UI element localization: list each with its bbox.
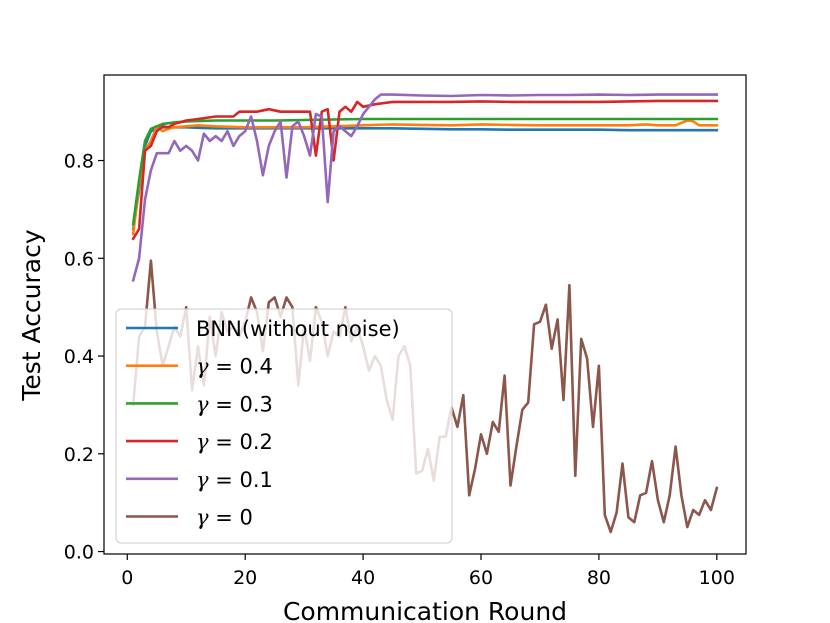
legend-label-0: BNN(without noise) xyxy=(196,317,400,341)
legend: BNN(without noise) γ = 0.4 γ = 0.3 γ = 0.2 γ… xyxy=(115,308,453,544)
legend-label-5: γ = 0 xyxy=(196,506,253,530)
legend-label-1: γ = 0.4 xyxy=(196,355,273,379)
legend-label-2: γ = 0.3 xyxy=(196,392,273,416)
legend-label-4: γ = 0.1 xyxy=(196,468,273,492)
y-tick-label: 0.0 xyxy=(64,542,94,564)
y-tick-label: 0.8 xyxy=(64,151,94,173)
y-axis: 0.0 0.2 0.4 0.6 0.8 xyxy=(64,151,104,564)
y-tick-label: 0.4 xyxy=(64,346,94,368)
legend-box xyxy=(115,308,453,544)
legend-label-3: γ = 0.2 xyxy=(196,430,273,454)
plot-frame xyxy=(103,74,747,555)
series-line-3 xyxy=(131,99,719,241)
y-tick-label: 0.6 xyxy=(64,248,94,270)
y-axis-label: Test Accuracy xyxy=(17,229,46,402)
x-axis: 0 20 40 60 80 100 xyxy=(121,554,735,589)
x-tick-label: 80 xyxy=(587,567,611,589)
x-tick-label: 40 xyxy=(351,567,375,589)
x-tick-label: 0 xyxy=(121,567,133,589)
x-axis-label: Communication Round xyxy=(283,597,567,623)
x-tick-label: 60 xyxy=(469,567,493,589)
y-tick-label: 0.2 xyxy=(64,444,94,466)
x-tick-label: 20 xyxy=(233,567,257,589)
series-line-2 xyxy=(131,117,719,226)
series-line-4 xyxy=(131,93,719,282)
x-tick-label: 100 xyxy=(699,567,735,589)
series-line-1 xyxy=(131,119,719,236)
